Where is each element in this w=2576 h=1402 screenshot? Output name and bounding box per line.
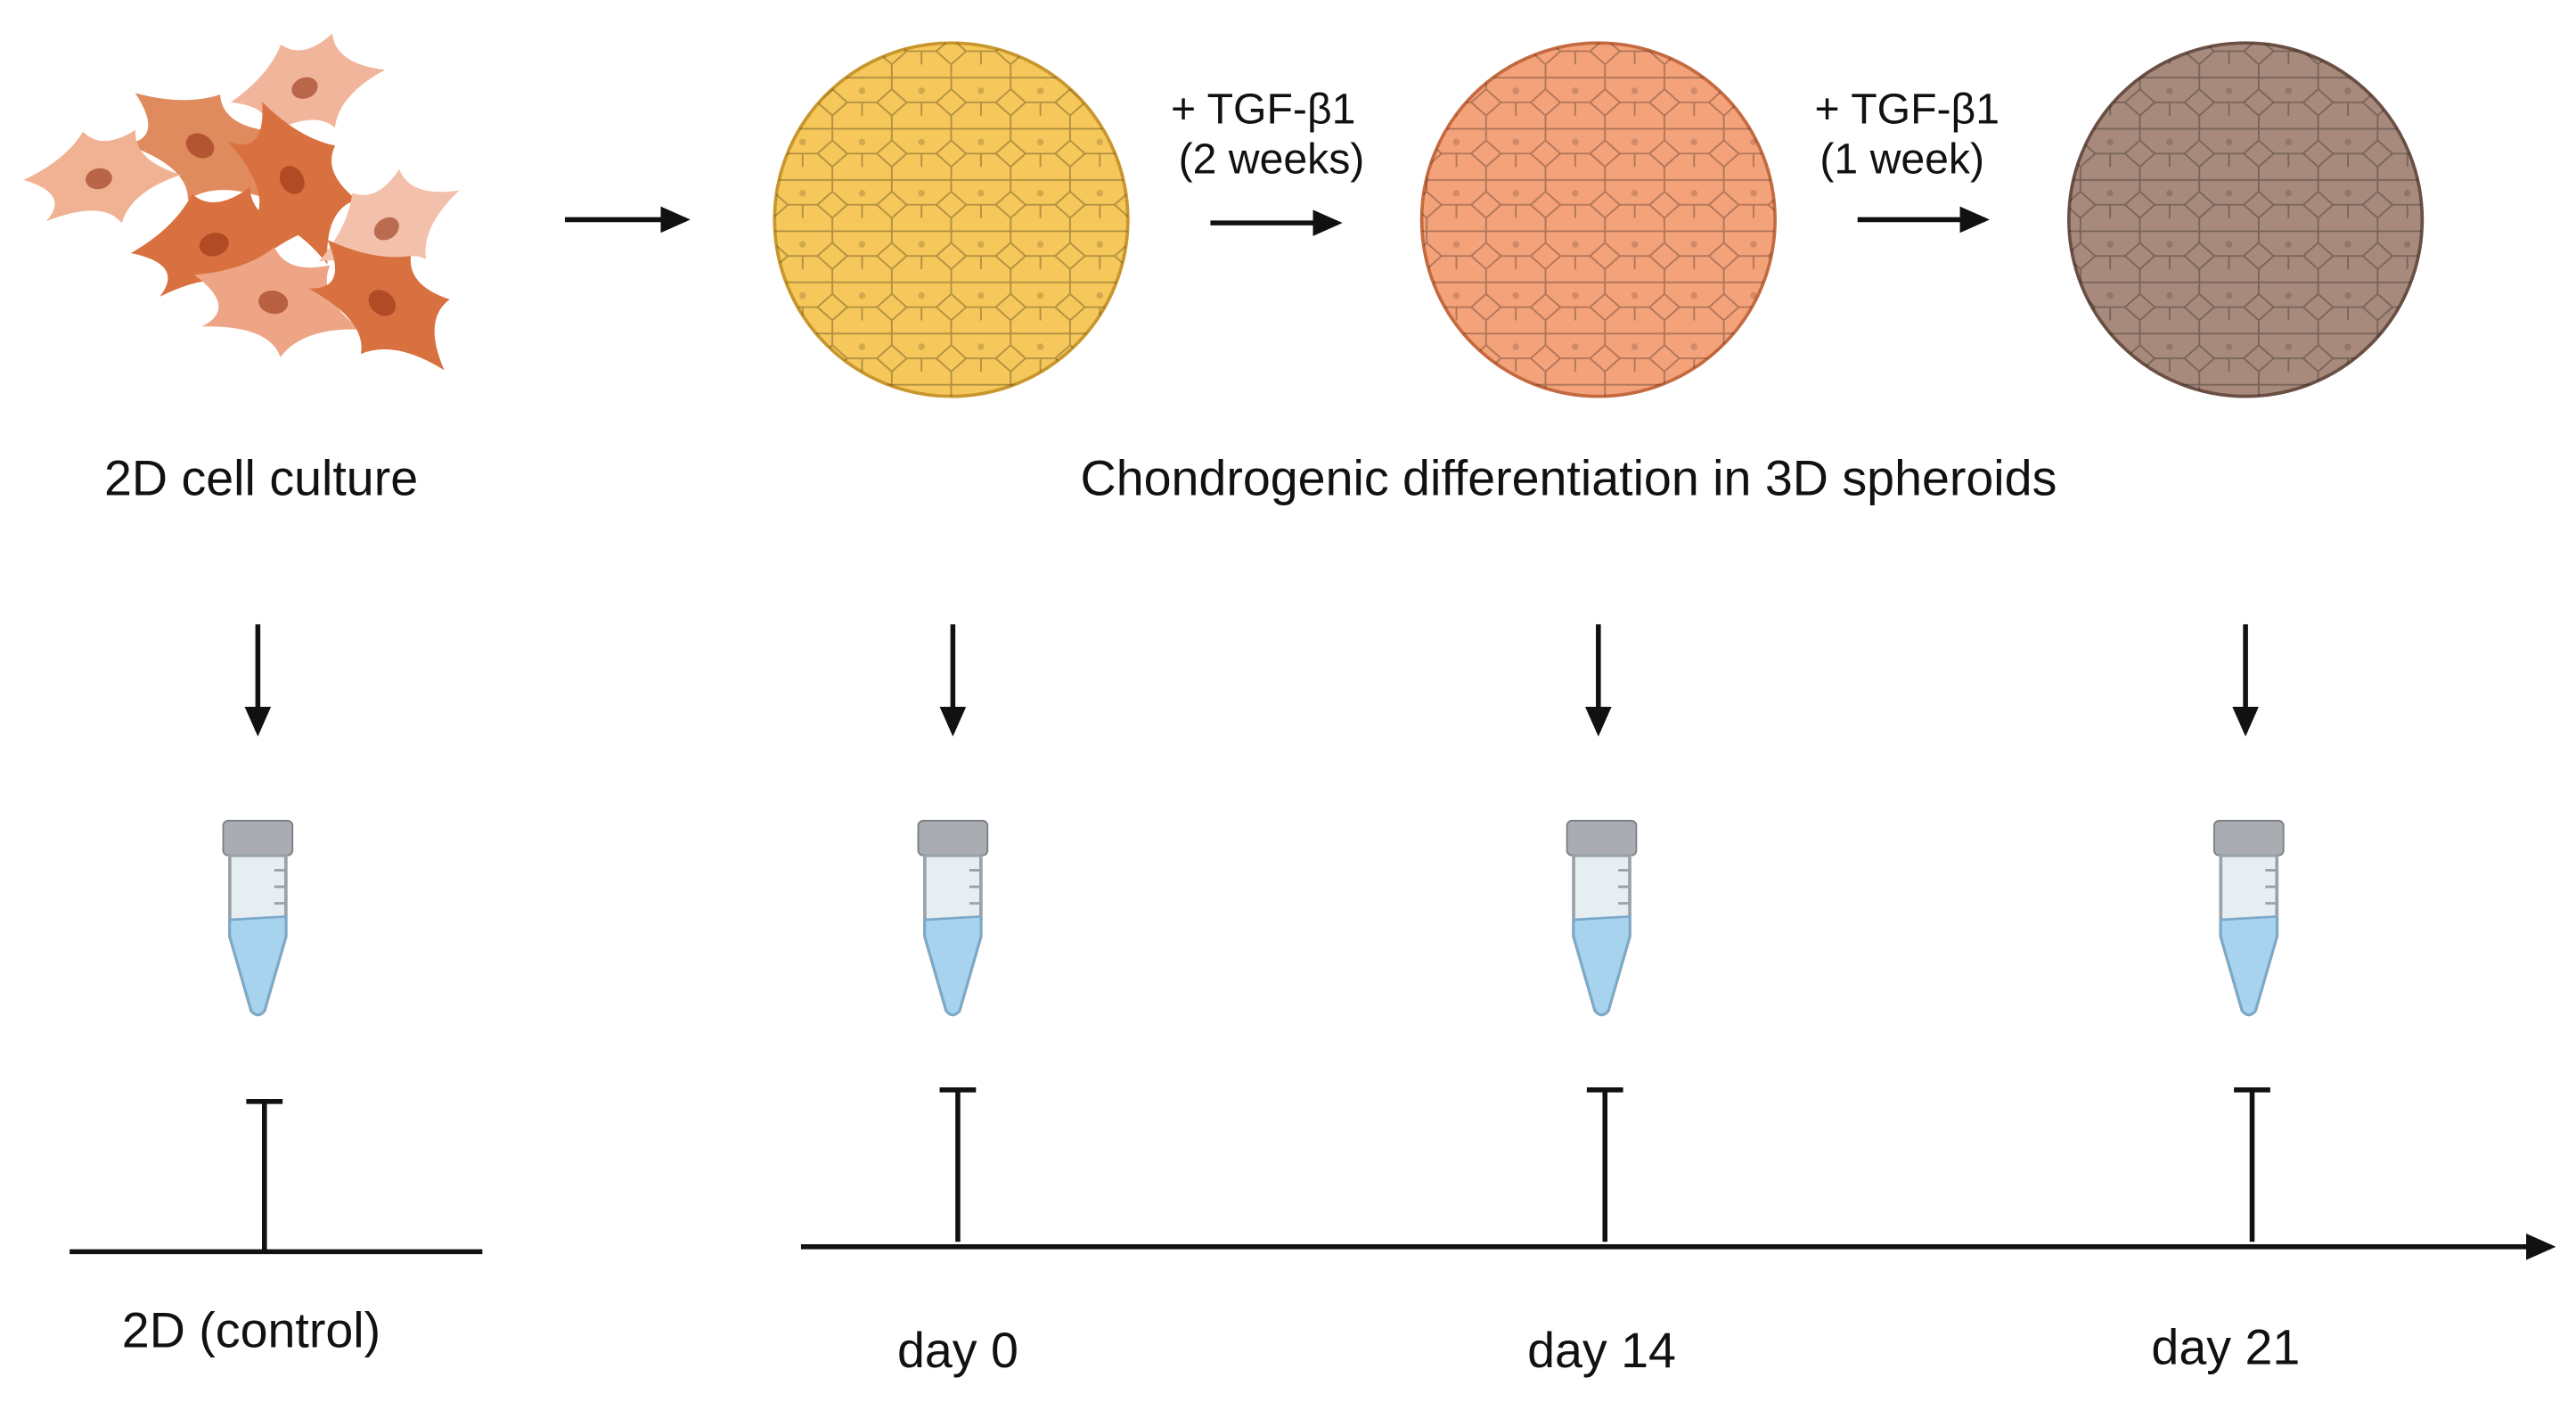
treatment-duration: (1 week) [1820,135,1984,183]
timeline [70,1087,2556,1260]
timepoint-label: day 0 [897,1323,1018,1378]
timepoint-label: day 14 [1527,1323,1676,1378]
spheroid-day0 [773,41,1130,398]
stage-label: Chondrogenic differentiation in 3D spher… [1081,451,2057,506]
timepoint-label: day 21 [2151,1319,2300,1374]
stage-label: 2D cell culture [104,451,418,506]
down-arrows [244,624,2259,737]
spheroid-day14 [1419,41,1777,398]
treatment-agent: + TGF-β1 [1171,86,1355,134]
treatment-agent: + TGF-β1 [1815,86,1999,134]
cells-2d [17,13,487,402]
treatment-duration: (2 weeks) [1179,135,1365,183]
spheroid-day21 [2067,41,2425,398]
timepoint-label: 2D (control) [122,1303,380,1358]
tubes [221,818,2286,1017]
